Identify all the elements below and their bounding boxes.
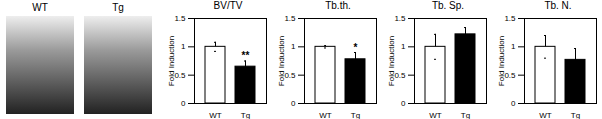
svg-text:0: 0 — [401, 99, 406, 108]
svg-text:Tg: Tg — [112, 2, 124, 13]
svg-text:1.5: 1.5 — [174, 14, 186, 23]
svg-text:1: 1 — [291, 42, 296, 51]
svg-text:Tg: Tg — [461, 111, 470, 119]
svg-text:1.5: 1.5 — [504, 14, 516, 23]
svg-text:1.5: 1.5 — [394, 14, 406, 23]
html-text:Tb. Sp.: Tb. Sp. — [431, 0, 465, 11]
svg-text:Tg: Tg — [241, 111, 250, 119]
svg-text:Tg: Tg — [571, 111, 580, 119]
svg-text:Fold Induction: Fold Induction — [167, 36, 176, 86]
html-text:Tb.th.: Tb.th. — [325, 0, 351, 11]
svg-text:WT: WT — [429, 111, 442, 119]
html-text:BV/TV: BV/TV — [213, 0, 243, 11]
svg-text:0: 0 — [291, 99, 296, 108]
svg-text:Tg: Tg — [351, 111, 360, 119]
svg-text:1: 1 — [401, 42, 406, 51]
svg-text:**: ** — [242, 50, 250, 61]
html-text:Tb. N.: Tb. N. — [544, 0, 572, 11]
svg-text:Fold Induction: Fold Induction — [277, 36, 286, 86]
svg-text:0.5: 0.5 — [504, 70, 516, 80]
svg-text:0.5: 0.5 — [174, 70, 186, 80]
svg-text:WT: WT — [209, 111, 222, 119]
svg-text:Fold Induction: Fold Induction — [387, 36, 396, 86]
svg-text:0.5: 0.5 — [284, 70, 296, 80]
svg-text:0.5: 0.5 — [394, 70, 406, 80]
svg-text:0: 0 — [181, 99, 186, 108]
svg-text:1: 1 — [511, 42, 516, 51]
svg-text:0: 0 — [511, 99, 516, 108]
svg-text:1: 1 — [181, 42, 186, 51]
svg-text:WT: WT — [539, 111, 552, 119]
svg-text:WT: WT — [319, 111, 332, 119]
svg-text:WT: WT — [32, 2, 48, 13]
svg-text:1.5: 1.5 — [284, 14, 296, 23]
svg-text:*: * — [354, 42, 358, 53]
svg-text:Fold Induction: Fold Induction — [497, 36, 506, 86]
